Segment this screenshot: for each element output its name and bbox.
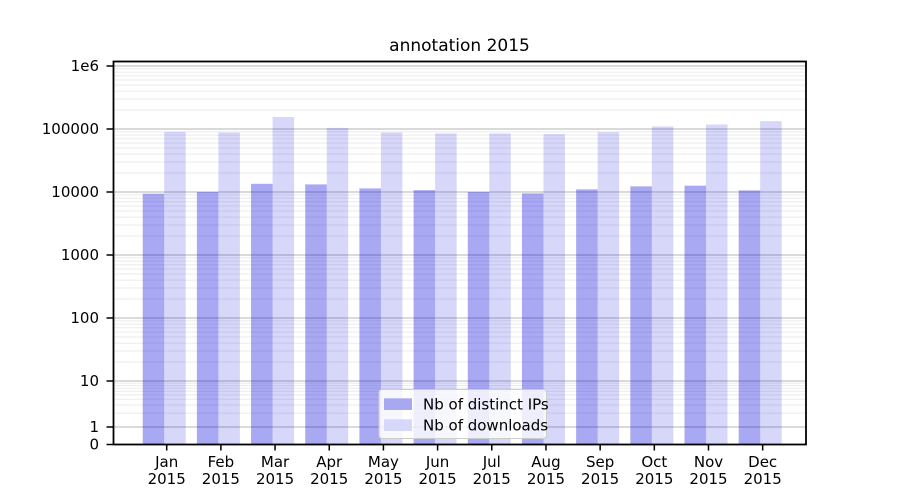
bar-distinct-ips [467, 192, 490, 445]
bar-downloads [489, 133, 511, 445]
legend-label-downloads: Nb of downloads [423, 417, 548, 435]
bar-downloads [651, 126, 674, 445]
x-tick-label: Oct 2015 [635, 453, 673, 488]
legend-swatch-downloads [384, 419, 412, 431]
legend: Nb of distinct IPs Nb of downloads [378, 389, 549, 439]
bar-distinct-ips [142, 193, 165, 445]
x-tick-label: Feb 2015 [202, 453, 240, 488]
bar-downloads [543, 134, 565, 445]
y-tick-label: 10 [80, 372, 99, 390]
bar-downloads [380, 132, 403, 445]
bar-distinct-ips [359, 188, 381, 445]
legend-box [378, 389, 547, 439]
bar-distinct-ips [738, 190, 761, 445]
x-tick-label: Nov 2015 [689, 453, 727, 488]
x-tick-label: Jul 2015 [473, 453, 511, 488]
bar-distinct-ips [413, 190, 436, 445]
plot-frame [112, 60, 807, 446]
bar-distinct-ips [684, 185, 706, 445]
x-tick-label: May 2015 [364, 453, 402, 488]
chart-title: annotation 2015 [389, 36, 530, 56]
bar-distinct-ips [630, 186, 652, 445]
y-tick-label: 1e6 [71, 57, 99, 75]
x-tick-label: Sep 2015 [581, 453, 619, 488]
x-tick-label: Jan 2015 [148, 453, 186, 488]
y-tick-label: 0 [89, 436, 99, 454]
bar-downloads [435, 133, 457, 445]
bar-downloads [326, 127, 349, 445]
y-tick-label: 10000 [51, 183, 99, 201]
bar-downloads [597, 132, 620, 445]
bar-downloads [218, 132, 240, 445]
legend-label-distinct-ips: Nb of distinct IPs [423, 396, 549, 414]
bar-distinct-ips [196, 192, 219, 445]
y-tick-label: 100000 [42, 120, 99, 138]
bar-downloads [706, 124, 728, 445]
bar-distinct-ips [521, 193, 544, 445]
x-tick-label: Apr 2015 [310, 453, 348, 488]
bar-distinct-ips [576, 189, 598, 445]
x-tick-label: Aug 2015 [527, 453, 565, 488]
y-tick-label: 1 [89, 418, 99, 436]
x-tick-label: Jun 2015 [419, 453, 457, 488]
y-tick-label: 1000 [61, 246, 99, 264]
y-tick-label: 100 [70, 309, 99, 327]
x-tick-label: Dec 2015 [744, 453, 782, 488]
x-tick-label: Mar 2015 [256, 453, 294, 488]
bar-downloads [760, 121, 782, 445]
bar-distinct-ips [251, 183, 273, 445]
bar-downloads [164, 131, 186, 445]
legend-swatch-distinct-ips [384, 398, 412, 410]
bar-downloads [272, 117, 295, 445]
bar-distinct-ips [305, 184, 327, 445]
